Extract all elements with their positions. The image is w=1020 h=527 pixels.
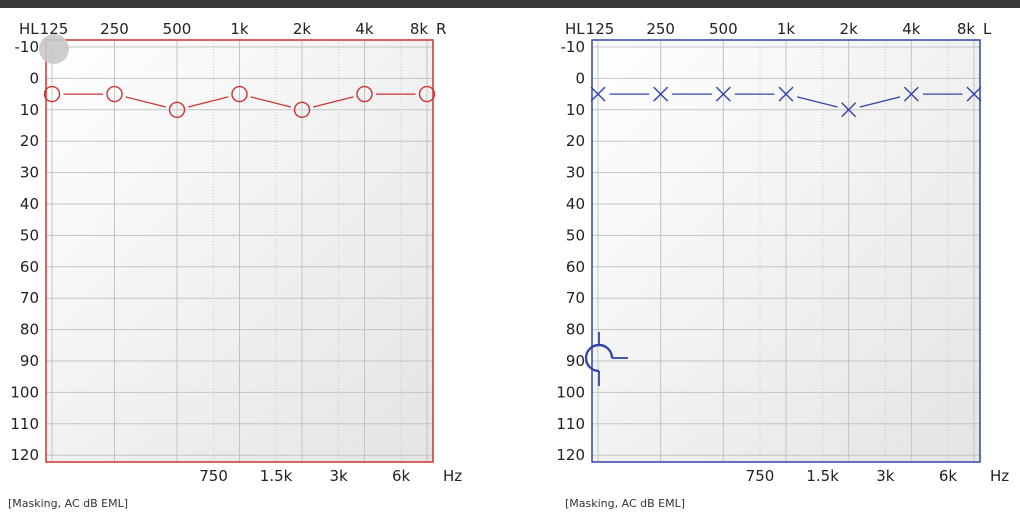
data-point-circle[interactable] bbox=[293, 101, 311, 119]
data-point-circle[interactable] bbox=[43, 85, 61, 103]
y-tick-label: 80 bbox=[566, 321, 585, 339]
x-bottom-tick-label: 1.5k bbox=[806, 467, 839, 485]
data-point-circle[interactable] bbox=[168, 101, 186, 119]
masking-note-right: [Masking, AC dB EML] bbox=[8, 497, 129, 510]
x-top-tick-label: 4k bbox=[902, 20, 921, 38]
x-unit-label: Hz bbox=[990, 467, 1009, 485]
x-top-tick-label: 2k bbox=[840, 20, 859, 38]
x-top-tick-label: 2k bbox=[293, 20, 312, 38]
y-tick-label: 0 bbox=[29, 69, 39, 87]
x-bottom-tick-label: 3k bbox=[876, 467, 895, 485]
data-point-circle[interactable] bbox=[418, 85, 436, 103]
data-point-circle[interactable] bbox=[231, 85, 248, 103]
data-point-circle[interactable] bbox=[356, 85, 373, 103]
data-point-x[interactable] bbox=[590, 86, 606, 102]
data-point-x[interactable] bbox=[715, 86, 731, 102]
y-tick-label: 20 bbox=[20, 132, 39, 150]
x-marker-stroke bbox=[841, 102, 857, 118]
y-tick-label: 50 bbox=[20, 226, 39, 244]
y-tick-label: 120 bbox=[10, 446, 39, 464]
data-point-x[interactable] bbox=[966, 86, 982, 102]
data-point-circle[interactable] bbox=[106, 85, 123, 103]
series-line-segment bbox=[250, 96, 292, 108]
x-top-tick-label: 125 bbox=[40, 20, 69, 38]
plot-frame bbox=[591, 39, 981, 463]
y-tick-label: 70 bbox=[20, 289, 39, 307]
y-tick-label: 0 bbox=[575, 69, 585, 87]
x-bottom-tick-label: 6k bbox=[392, 467, 411, 485]
left-ear-audiogram[interactable]: HL 125 250 500 1k 2k 4k 8k L 750 1.5k 3k 6k Hz -10 0 10 2… bbox=[556, 20, 1009, 485]
x-top-tick-label: 250 bbox=[100, 20, 129, 38]
x-top-tick-label: 4k bbox=[355, 20, 374, 38]
x-bottom-tick-label: 6k bbox=[939, 467, 958, 485]
crosshair-cursor[interactable] bbox=[584, 332, 628, 386]
x-unit-label: Hz bbox=[443, 467, 462, 485]
y-tick-label: 110 bbox=[556, 415, 585, 433]
y-tick-label: 10 bbox=[566, 101, 585, 119]
y-tick-label: 40 bbox=[566, 195, 585, 213]
y-tick-label: -10 bbox=[15, 38, 40, 56]
series-line-segment bbox=[859, 96, 901, 108]
cursor-disc[interactable] bbox=[39, 34, 69, 64]
y-tick-label: 70 bbox=[566, 289, 585, 307]
y-tick-label: 80 bbox=[20, 321, 39, 339]
y-tick-label: 50 bbox=[566, 226, 585, 244]
x-top-tick-label: 500 bbox=[163, 20, 192, 38]
crosshair-arc bbox=[584, 343, 600, 373]
x-top-tick-label: 500 bbox=[709, 20, 738, 38]
y-tick-label: -10 bbox=[561, 38, 586, 56]
x-marker-stroke bbox=[590, 86, 606, 102]
series-line-segment bbox=[796, 96, 838, 108]
x-marker-stroke bbox=[903, 86, 919, 102]
x-top-tick-label: 1k bbox=[777, 20, 796, 38]
x-bottom-tick-label: 750 bbox=[199, 467, 228, 485]
y-tick-label: 20 bbox=[566, 132, 585, 150]
corner-label: HL bbox=[19, 20, 39, 38]
data-point-x[interactable] bbox=[903, 86, 919, 102]
x-top-tick-label: 1k bbox=[230, 20, 249, 38]
x-top-tick-label: 250 bbox=[646, 20, 675, 38]
x-marker-stroke bbox=[966, 86, 982, 102]
x-bottom-tick-label: 750 bbox=[746, 467, 775, 485]
y-tick-label: 100 bbox=[10, 383, 39, 401]
x-marker-stroke bbox=[715, 86, 731, 102]
y-tick-label: 90 bbox=[20, 352, 39, 370]
y-tick-label: 120 bbox=[556, 446, 585, 464]
window-top-bar bbox=[0, 0, 1020, 8]
data-point-x[interactable] bbox=[778, 86, 794, 102]
x-top-tick-label: 8k bbox=[410, 20, 429, 38]
y-tick-label: 60 bbox=[20, 258, 39, 276]
x-bottom-tick-label: 3k bbox=[329, 467, 348, 485]
y-tick-label: 100 bbox=[556, 383, 585, 401]
y-tick-label: 30 bbox=[566, 164, 585, 182]
right-ear-audiogram[interactable]: HL 125 250 500 1k 2k 4k 8k R 750 1.5k 3k 6k Hz -10 0 10 2… bbox=[10, 20, 462, 485]
x-top-tick-label: 125 bbox=[586, 20, 615, 38]
series-line-segment bbox=[125, 96, 167, 108]
x-bottom-tick-label: 1.5k bbox=[260, 467, 293, 485]
masking-note-left: [Masking, AC dB EML] bbox=[565, 497, 686, 510]
y-tick-label: 90 bbox=[566, 352, 585, 370]
series-line-segment bbox=[187, 96, 229, 108]
y-tick-label: 30 bbox=[20, 164, 39, 182]
crosshair-arc bbox=[598, 343, 614, 359]
series-line-segment bbox=[312, 96, 354, 108]
plot-frame bbox=[45, 39, 434, 463]
y-tick-label: 60 bbox=[566, 258, 585, 276]
data-point-x[interactable] bbox=[653, 86, 669, 102]
x-top-tick-label: 8k bbox=[957, 20, 976, 38]
y-tick-label: 40 bbox=[20, 195, 39, 213]
corner-label: HL bbox=[565, 20, 585, 38]
data-point-x[interactable] bbox=[841, 102, 857, 118]
ear-label: R bbox=[436, 20, 446, 38]
x-marker-stroke bbox=[778, 86, 794, 102]
y-tick-label: 110 bbox=[10, 415, 39, 433]
ear-label: L bbox=[983, 20, 992, 38]
x-marker-stroke bbox=[653, 86, 669, 102]
y-tick-label: 10 bbox=[20, 101, 39, 119]
